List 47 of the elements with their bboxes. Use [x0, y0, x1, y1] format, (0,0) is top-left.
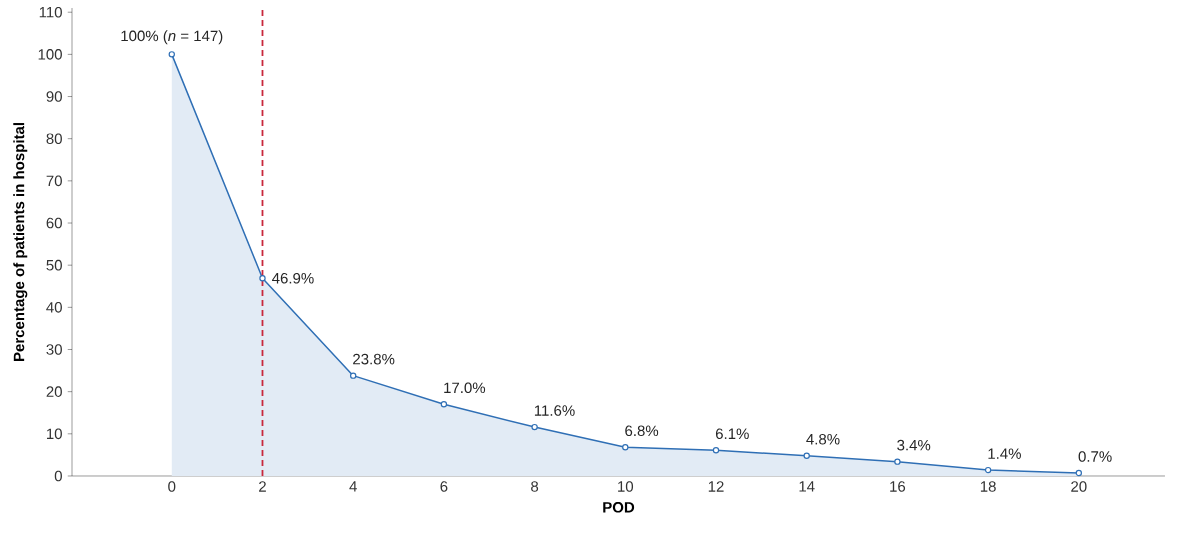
y-tick-label: 100 [38, 49, 62, 60]
x-tick-label: 16 [890, 481, 906, 492]
point [984, 466, 992, 474]
data-label: 0.7% [1078, 451, 1112, 462]
y-tick-label: 50 [46, 259, 62, 271]
data-label: 17.0% [444, 382, 486, 394]
x-tick-label: 18 [980, 481, 996, 492]
y-tick-label: 0 [54, 470, 62, 482]
point [440, 401, 448, 408]
y-tick-label: 20 [46, 386, 62, 397]
y-tick-label: 10 [47, 428, 62, 440]
point [622, 444, 629, 451]
point [531, 423, 538, 431]
x-tick-label: 2 [259, 481, 266, 492]
point [712, 447, 720, 454]
y-tick-label: 40 [46, 302, 62, 313]
y-tick-label: 60 [46, 217, 62, 229]
point [803, 452, 810, 459]
point [349, 372, 357, 379]
data-label: 3.4% [897, 439, 931, 451]
x-tick-label: 4 [349, 481, 357, 492]
x-tick-label: 6 [440, 481, 448, 492]
y-axis-title: Percentage of patients in hospital [13, 123, 28, 362]
data-label: 1.4% [988, 448, 1021, 459]
point [259, 275, 266, 282]
data-label: 6.1% [715, 428, 749, 440]
data-label: 46.9% [272, 272, 314, 284]
data-label: 11.6% [534, 405, 575, 416]
y-tick-label: 80 [46, 133, 62, 144]
data-label: 23.8% [353, 353, 395, 365]
point [168, 51, 175, 58]
x-tick-label: 10 [618, 481, 634, 492]
data-label: 6.8% [625, 425, 659, 437]
y-tick-label: 110 [39, 6, 62, 18]
point [894, 458, 901, 465]
y-tick-label: 90 [46, 91, 62, 102]
y-tick-label: 70 [46, 175, 62, 187]
data-label: 100% (n = 147) [121, 30, 223, 45]
x-tick-label: 12 [708, 481, 724, 492]
y-tick-label: 30 [46, 344, 62, 355]
x-tick-label: 8 [531, 481, 539, 492]
point [1075, 469, 1083, 477]
x-tick-label: 14 [799, 481, 815, 492]
x-tick-label: 0 [168, 481, 176, 492]
x-axis-title: POD [603, 502, 635, 513]
data-label: 4.8% [806, 433, 840, 445]
x-tick-label: 20 [1071, 481, 1087, 492]
